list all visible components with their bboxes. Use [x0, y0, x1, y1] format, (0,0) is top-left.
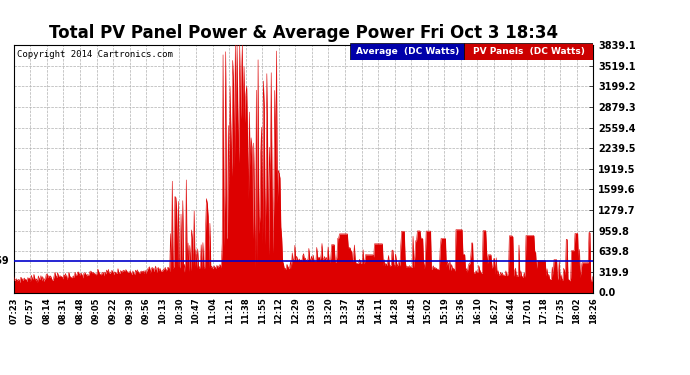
Title: Total PV Panel Power & Average Power Fri Oct 3 18:34: Total PV Panel Power & Average Power Fri… [49, 24, 558, 42]
Text: Copyright 2014 Cartronics.com: Copyright 2014 Cartronics.com [17, 50, 172, 59]
Text: 486.69: 486.69 [0, 256, 10, 266]
